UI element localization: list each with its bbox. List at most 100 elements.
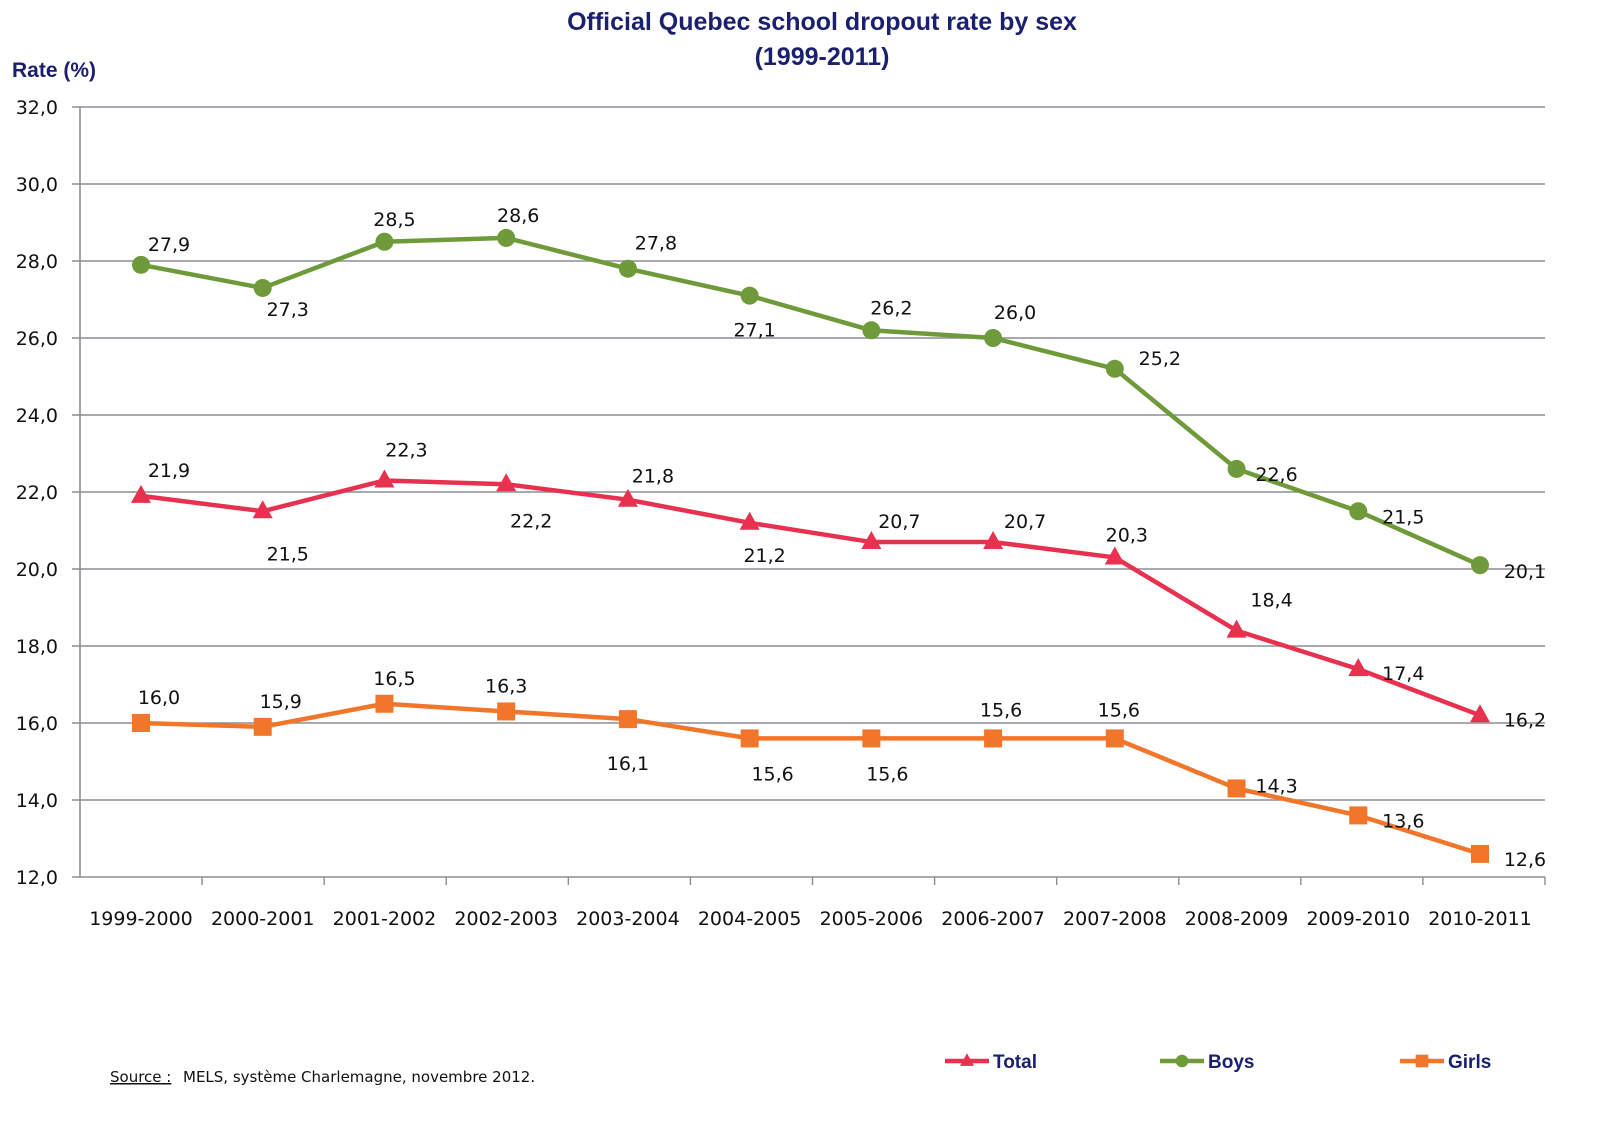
data-label: 22,6 [1255, 464, 1297, 486]
marker-circle [253, 278, 272, 297]
marker-square [984, 729, 1003, 748]
x-tick-label: 2010-2011 [1428, 908, 1532, 930]
data-label: 13,6 [1382, 810, 1424, 832]
series-line-boys [140, 235, 1481, 568]
marker-triangle [252, 500, 273, 519]
chart-title: Official Quebec school dropout rate by s… [567, 8, 1077, 36]
data-label: 21,8 [632, 466, 674, 488]
x-tick-label: 2005-2006 [820, 908, 924, 930]
data-label: 16,5 [373, 668, 415, 690]
marker-triangle [1226, 619, 1247, 638]
y-tick-label: 20,0 [16, 559, 58, 581]
marker-triangle [739, 511, 760, 530]
marker-triangle [617, 488, 638, 507]
marker-circle [1227, 459, 1246, 478]
data-label: 20,1 [1504, 561, 1546, 583]
data-label: 15,6 [866, 763, 908, 785]
series-line-total [140, 478, 1481, 718]
marker-square [253, 717, 272, 736]
x-tick-label: 2008-2009 [1185, 908, 1289, 930]
marker-circle [618, 259, 637, 278]
data-label: 27,3 [267, 299, 309, 321]
marker-square [1415, 1054, 1429, 1068]
legend: Total Boys Girls [945, 1052, 1491, 1073]
marker-triangle [861, 531, 882, 550]
marker-square [497, 702, 516, 721]
x-tick-label: 2006-2007 [941, 908, 1045, 930]
marker-square [1471, 844, 1489, 863]
data-label: 16,1 [607, 753, 649, 775]
data-label: 22,2 [510, 510, 552, 532]
data-label: 16,3 [485, 675, 527, 697]
data-label: 21,2 [743, 545, 785, 567]
data-label: 17,4 [1382, 663, 1424, 685]
y-tick-label: 18,0 [16, 636, 58, 658]
marker-triangle [1104, 546, 1125, 565]
x-tick-label: 2000-2001 [211, 908, 315, 930]
y-axis-ticks: 12,0 14,0 16,0 18,0 20,0 22,0 24,0 26,0 28,0 30,0… [16, 97, 58, 889]
y-tick-label: 30,0 [16, 174, 58, 196]
data-label: 15,9 [260, 691, 302, 713]
data-label: 27,1 [733, 320, 775, 342]
chart-subtitle: (1999-2011) [755, 43, 890, 71]
marker-circle [1471, 556, 1489, 575]
series-line-girls [140, 701, 1481, 857]
data-label: 25,2 [1139, 348, 1181, 370]
data-label: 15,6 [751, 763, 793, 785]
data-label: 16,0 [138, 687, 180, 709]
marker-triangle [1470, 704, 1490, 723]
marker-square [740, 729, 759, 748]
data-label: 15,6 [1098, 699, 1140, 721]
series-group [131, 228, 1490, 863]
marker-triangle [1348, 658, 1369, 677]
x-tick-label: 2009-2010 [1306, 908, 1410, 930]
x-tick-label: 2001-2002 [333, 908, 437, 930]
data-label: 28,5 [373, 209, 415, 231]
y-tick-label: 28,0 [16, 251, 58, 273]
marker-circle [1105, 359, 1124, 378]
source-label: Source : [110, 1068, 171, 1086]
marker-square [1227, 779, 1246, 798]
data-label: 28,6 [497, 205, 539, 227]
marker-circle [1349, 502, 1368, 521]
data-label: 21,5 [267, 543, 309, 565]
marker-triangle [983, 531, 1004, 550]
legend-label-total: Total [993, 1052, 1037, 1073]
marker-circle [984, 329, 1003, 347]
x-tick-label: 2002-2003 [454, 908, 558, 930]
marker-circle [375, 232, 394, 251]
data-label: 20,3 [1106, 524, 1148, 546]
y-tick-label: 14,0 [16, 790, 58, 812]
y-tick-label: 32,0 [16, 97, 58, 119]
y-tick-label: 22,0 [16, 482, 58, 504]
y-axis-label: Rate (%) [12, 59, 96, 82]
y-tick-label: 16,0 [16, 713, 58, 735]
marker-square [618, 710, 637, 729]
source-text: MELS, système Charlemagne, novembre 2012… [183, 1068, 535, 1086]
gridlines [72, 106, 1545, 878]
legend-label-girls: Girls [1448, 1052, 1491, 1073]
data-label: 15,6 [980, 699, 1022, 721]
x-tick-label: 2004-2005 [698, 908, 802, 930]
data-label: 27,8 [635, 233, 677, 255]
marker-triangle [496, 473, 517, 492]
marker-circle [862, 321, 881, 340]
data-label: 27,9 [148, 234, 190, 256]
y-tick-label: 24,0 [16, 405, 58, 427]
data-label: 26,2 [870, 297, 912, 319]
marker-circle [497, 228, 516, 247]
x-tick-label: 2003-2004 [576, 908, 680, 930]
data-label: 18,4 [1250, 590, 1292, 612]
data-label: 14,3 [1255, 775, 1297, 797]
marker-circle [740, 286, 759, 305]
data-label: 26,0 [994, 302, 1036, 324]
marker-circle [132, 255, 150, 274]
marker-circle [1175, 1054, 1189, 1068]
y-tick-label: 12,0 [16, 867, 58, 889]
x-axis-ticks: 1999-2000 2000-2001 2001-2002 2002-2003 2003… [89, 877, 1546, 930]
marker-triangle [374, 469, 395, 488]
data-label: 20,7 [878, 511, 920, 533]
x-tick-label: 2007-2008 [1063, 908, 1167, 930]
data-label: 20,7 [1004, 511, 1046, 533]
